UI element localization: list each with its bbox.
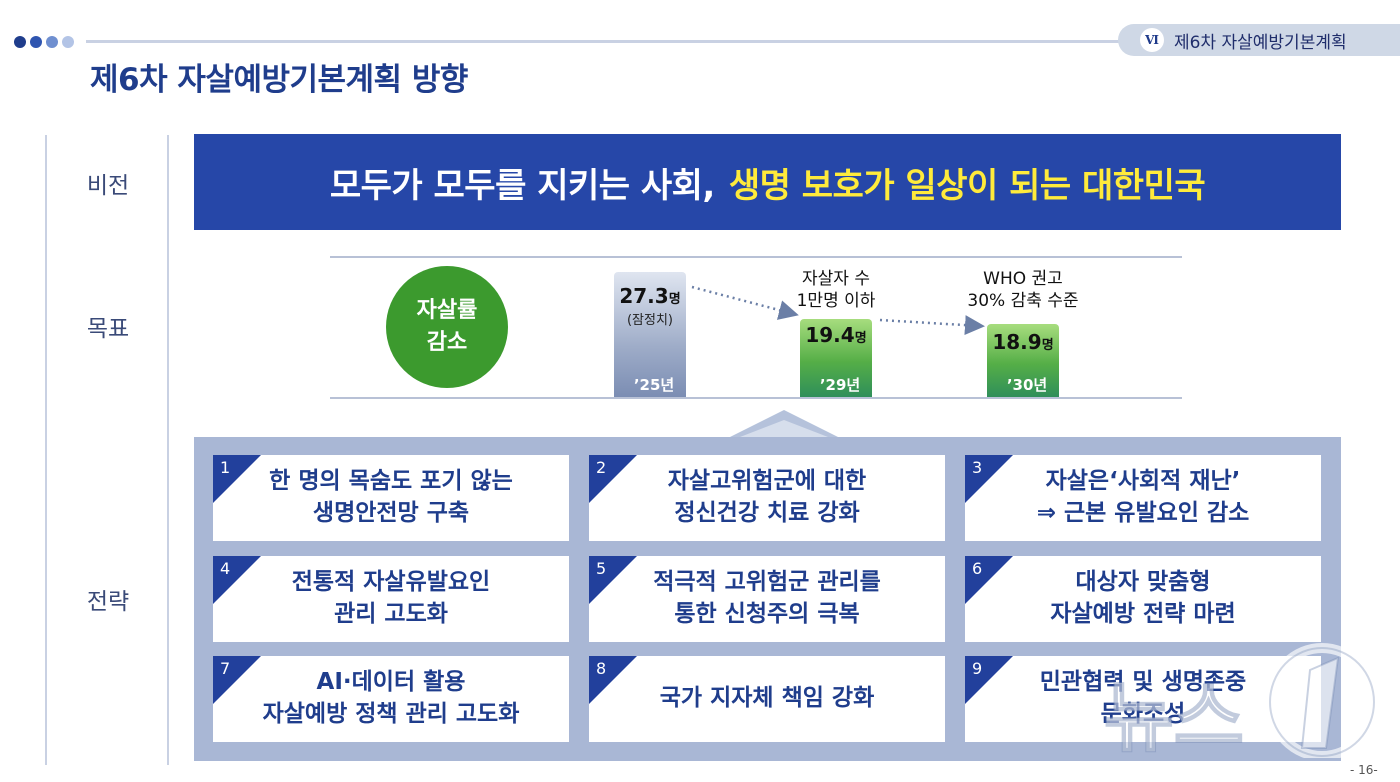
card-line2: 관리 고도화 [334,601,448,627]
card-line2: 통한 신청주의 극복 [674,601,860,627]
card-number: 2 [596,458,607,477]
goal-baseline [330,397,1182,399]
card-line1: 전통적 자살유발요인 [291,569,491,596]
card-corner [213,556,261,604]
panel-pointer-inner [740,420,828,437]
card-line1: 적극적 고위험군 관리를 [653,569,881,596]
vision-highlight-text: 생명 보호가 일상이 되는 대한민국 [728,165,1206,206]
card-number: 4 [220,559,231,578]
card-line1: AI·데이터 활용 [316,669,466,696]
goal-bar-2030 [987,324,1059,397]
bar-value-2030: 18.9명 [992,330,1054,354]
strategy-label: 전략 [86,589,130,615]
bar-note-2025: (잠정치) [626,313,674,328]
header-rule [86,40,1126,43]
goal-bar-2025 [614,272,686,397]
dot-icon [30,36,42,48]
card-line1: 대상자 맞춤형 [1075,569,1211,596]
goal-circle-line2: 감소 [426,330,468,355]
bar-value-2025: 27.3명 [619,284,681,308]
card-number: 8 [596,659,607,678]
card-number: 5 [596,559,607,578]
header-dots [14,36,74,48]
goal-bar-2029 [800,319,872,397]
card-corner [589,455,637,503]
bar-value-2029: 19.4명 [805,323,867,347]
card-number: 3 [972,458,983,477]
card-number: 6 [972,559,983,578]
strategy-card-8: 8 국가 지자체 책임 강화 [589,656,945,742]
card-corner [965,455,1013,503]
label-divider [167,135,169,765]
card-line2: ⇒ 근본 유발요인 감소 [1036,500,1250,526]
card-number: 9 [972,659,983,678]
dot-icon [46,36,58,48]
card-line1: 국가 지자체 책임 강화 [659,685,875,712]
card-number: 1 [220,458,231,477]
page-title: 제6차 자살예방기본계획 방향 [90,62,468,98]
page-number: - 16- [1350,763,1378,777]
bar-year-2030: ’30년 [1006,376,1048,394]
card-line2: 정신건강 치료 강화 [674,500,860,526]
card-line1: 자살고위험군에 대한 [667,468,867,495]
dot-icon [62,36,74,48]
card-number: 7 [220,659,231,678]
vision-text: 모두가 모두를 지키는 사회, [329,165,716,206]
dot-icon [14,36,26,48]
card-line1: 자살은‘사회적 재난’ [1045,468,1241,495]
card-line2: 생명안전망 구축 [312,500,470,526]
vision-label: 비전 [86,173,130,199]
chapter-numeral-icon: Ⅵ [1140,28,1164,52]
card-corner [213,656,261,704]
strategy-card-3: 3 자살은‘사회적 재난’ ⇒ 근본 유발요인 감소 [965,455,1321,541]
card-line2: 문화조성 [1100,701,1186,727]
chapter-tab: Ⅵ 제6차 자살예방기본계획 [1118,24,1400,56]
goal-top-rule [330,256,1182,258]
card-corner [213,455,261,503]
goal-circle-line1: 자살률 [416,298,478,324]
goal-label: 목표 [86,316,130,342]
card-corner [965,556,1013,604]
left-rule [45,135,47,765]
bar-year-2025: ’25년 [633,376,675,394]
bar-annotation-2029: 자살자 수 1만명 이하 [796,269,876,312]
bar-year-2029: ’29년 [819,376,861,394]
card-line2: 자살예방 전략 마련 [1050,601,1236,627]
bar-annotation-2030: WHO 권고 30% 감축 수준 [967,269,1079,312]
card-line2: 자살예방 정책 관리 고도화 [262,701,520,727]
card-line1: 한 명의 목숨도 포기 않는 [269,468,513,495]
chapter-title: 제6차 자살예방기본계획 [1174,32,1347,53]
card-corner [965,656,1013,704]
card-corner [589,656,637,704]
vision-banner: 모두가 모두를 지키는 사회, 생명 보호가 일상이 되는 대한민국 [194,134,1341,230]
card-line1: 민관협력 및 생명존중 [1039,669,1247,696]
goal-circle: 자살률 감소 [386,266,508,388]
card-corner [589,556,637,604]
